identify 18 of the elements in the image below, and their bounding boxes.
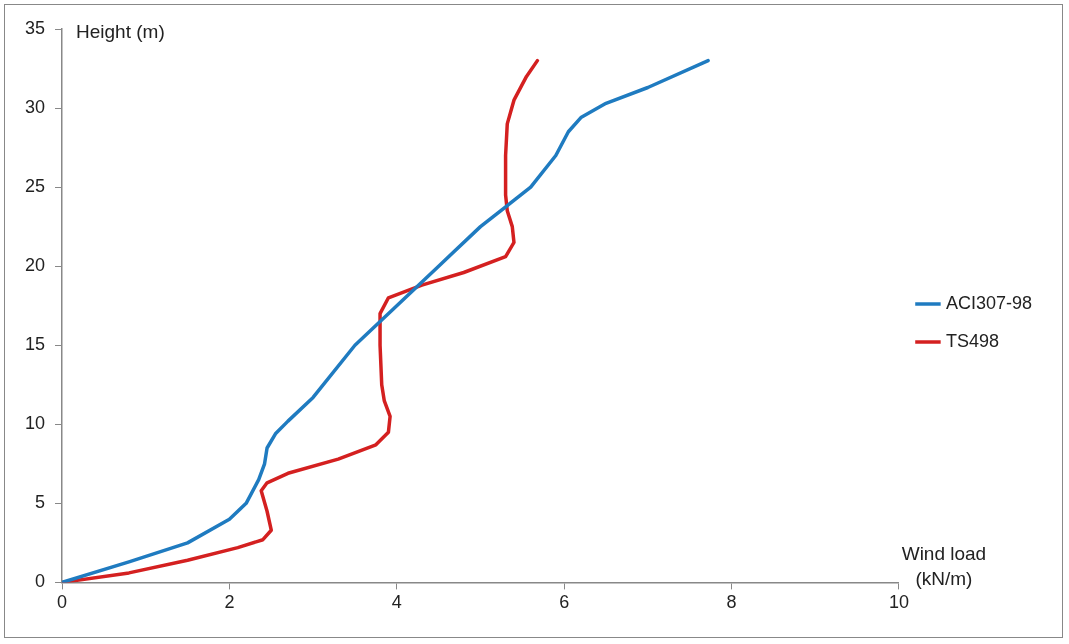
x-tick-label: 4	[391, 592, 402, 613]
legend-label: ACI307-98	[945, 292, 1033, 313]
x-tick-label: 10	[888, 592, 909, 613]
legend-label: TS498	[945, 330, 999, 351]
y-tick-label: 10	[24, 413, 46, 434]
y-tick-label: 25	[24, 176, 46, 197]
y-tick-label: 35	[24, 17, 46, 38]
y-axis-title: Height (m)	[76, 21, 165, 43]
y-tick-label: 20	[24, 255, 46, 276]
y-tick-label: 5	[35, 492, 46, 513]
x-tick-label: 8	[726, 592, 737, 613]
x-tick-label: 2	[224, 592, 235, 613]
y-tick-label: 15	[24, 334, 46, 355]
y-tick-label: 30	[24, 97, 46, 118]
x-axis-title: Wind load (kN/m)	[901, 543, 987, 590]
y-tick-label: 0	[35, 571, 46, 592]
x-tick-label: 0	[57, 592, 68, 613]
x-tick-label: 6	[559, 592, 570, 613]
